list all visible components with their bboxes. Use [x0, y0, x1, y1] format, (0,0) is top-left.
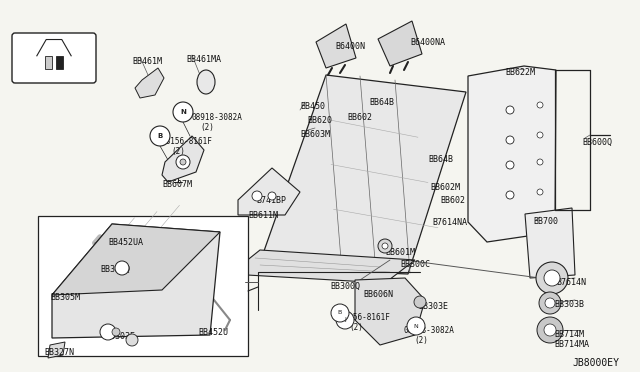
- Circle shape: [173, 102, 193, 122]
- FancyBboxPatch shape: [12, 33, 96, 83]
- Text: BB714M: BB714M: [554, 330, 584, 339]
- Text: JB8000EY: JB8000EY: [572, 358, 619, 368]
- Polygon shape: [355, 278, 425, 345]
- Polygon shape: [52, 224, 220, 295]
- Text: BB300C: BB300C: [400, 260, 430, 269]
- Polygon shape: [230, 250, 415, 283]
- Text: B: B: [157, 133, 163, 139]
- Circle shape: [378, 239, 392, 253]
- Circle shape: [331, 304, 349, 322]
- Circle shape: [112, 328, 120, 336]
- Text: (2): (2): [171, 147, 185, 156]
- Polygon shape: [378, 21, 422, 66]
- Circle shape: [150, 126, 170, 146]
- Text: 08156-8161F: 08156-8161F: [340, 313, 391, 322]
- Circle shape: [414, 296, 426, 308]
- Circle shape: [126, 334, 138, 346]
- Text: BB601M: BB601M: [385, 248, 415, 257]
- Text: BB327N: BB327N: [44, 348, 74, 357]
- Text: BB611M: BB611M: [248, 211, 278, 220]
- Text: BB305M: BB305M: [50, 293, 80, 302]
- Circle shape: [176, 155, 190, 169]
- Polygon shape: [135, 68, 164, 98]
- Text: BB603M: BB603M: [300, 130, 330, 139]
- Text: B6400NA: B6400NA: [410, 38, 445, 47]
- Circle shape: [537, 159, 543, 165]
- Text: BB320Q: BB320Q: [100, 265, 130, 274]
- Circle shape: [545, 298, 555, 308]
- Polygon shape: [48, 342, 65, 358]
- Circle shape: [336, 311, 354, 329]
- Polygon shape: [525, 208, 575, 278]
- Circle shape: [536, 262, 568, 294]
- Text: BB303E: BB303E: [418, 302, 448, 311]
- Text: (2): (2): [349, 323, 363, 332]
- Text: BB461M: BB461M: [132, 57, 162, 66]
- Polygon shape: [316, 24, 356, 68]
- Ellipse shape: [197, 70, 215, 94]
- Polygon shape: [238, 168, 300, 215]
- Text: BB600Q: BB600Q: [582, 138, 612, 147]
- Circle shape: [537, 317, 563, 343]
- Text: BB64B: BB64B: [369, 98, 394, 107]
- Circle shape: [382, 243, 388, 249]
- Text: B7614N: B7614N: [556, 278, 586, 287]
- Text: BB602M: BB602M: [430, 183, 460, 192]
- Text: J: J: [344, 317, 346, 323]
- Circle shape: [506, 191, 514, 199]
- Text: BB303E: BB303E: [105, 332, 135, 341]
- Text: N: N: [180, 109, 186, 115]
- Text: BB620: BB620: [307, 116, 332, 125]
- Text: BB64B: BB64B: [428, 155, 453, 164]
- Text: 08918-3082A: 08918-3082A: [403, 326, 454, 335]
- Text: BB714MA: BB714MA: [554, 340, 589, 349]
- Text: 08156-8161F: 08156-8161F: [162, 137, 213, 146]
- Text: BB607M: BB607M: [162, 180, 192, 189]
- Circle shape: [539, 292, 561, 314]
- Text: BB450: BB450: [300, 102, 325, 111]
- Polygon shape: [162, 136, 204, 182]
- Circle shape: [544, 324, 556, 336]
- Circle shape: [537, 102, 543, 108]
- Text: B: B: [338, 311, 342, 315]
- Circle shape: [537, 132, 543, 138]
- Text: B6400N: B6400N: [335, 42, 365, 51]
- FancyBboxPatch shape: [45, 56, 52, 69]
- Circle shape: [506, 161, 514, 169]
- Text: BB452U: BB452U: [198, 328, 228, 337]
- Text: (2): (2): [200, 123, 214, 132]
- Text: BB606N: BB606N: [363, 290, 393, 299]
- Circle shape: [180, 159, 186, 165]
- Circle shape: [115, 261, 129, 275]
- Polygon shape: [258, 75, 466, 274]
- Text: BB602: BB602: [347, 113, 372, 122]
- Circle shape: [537, 189, 543, 195]
- Text: BB452UA: BB452UA: [108, 238, 143, 247]
- Text: BB700: BB700: [533, 217, 558, 226]
- Circle shape: [100, 324, 116, 340]
- Circle shape: [407, 317, 425, 335]
- Text: BB303B: BB303B: [554, 300, 584, 309]
- Circle shape: [268, 192, 276, 200]
- Text: B741BP: B741BP: [256, 196, 286, 205]
- Circle shape: [252, 191, 262, 201]
- Circle shape: [544, 270, 560, 286]
- Text: BB622M: BB622M: [505, 68, 535, 77]
- FancyBboxPatch shape: [38, 216, 248, 356]
- FancyBboxPatch shape: [56, 56, 63, 69]
- Text: B7614NA: B7614NA: [432, 218, 467, 227]
- Text: BB602: BB602: [440, 196, 465, 205]
- Polygon shape: [468, 66, 556, 242]
- Text: N: N: [413, 324, 419, 328]
- Text: BB300Q: BB300Q: [330, 282, 360, 291]
- Circle shape: [506, 136, 514, 144]
- Circle shape: [506, 106, 514, 114]
- Polygon shape: [52, 224, 220, 338]
- Text: 08918-3082A: 08918-3082A: [192, 113, 243, 122]
- Text: BB461MA: BB461MA: [186, 55, 221, 64]
- Text: (2): (2): [414, 336, 428, 345]
